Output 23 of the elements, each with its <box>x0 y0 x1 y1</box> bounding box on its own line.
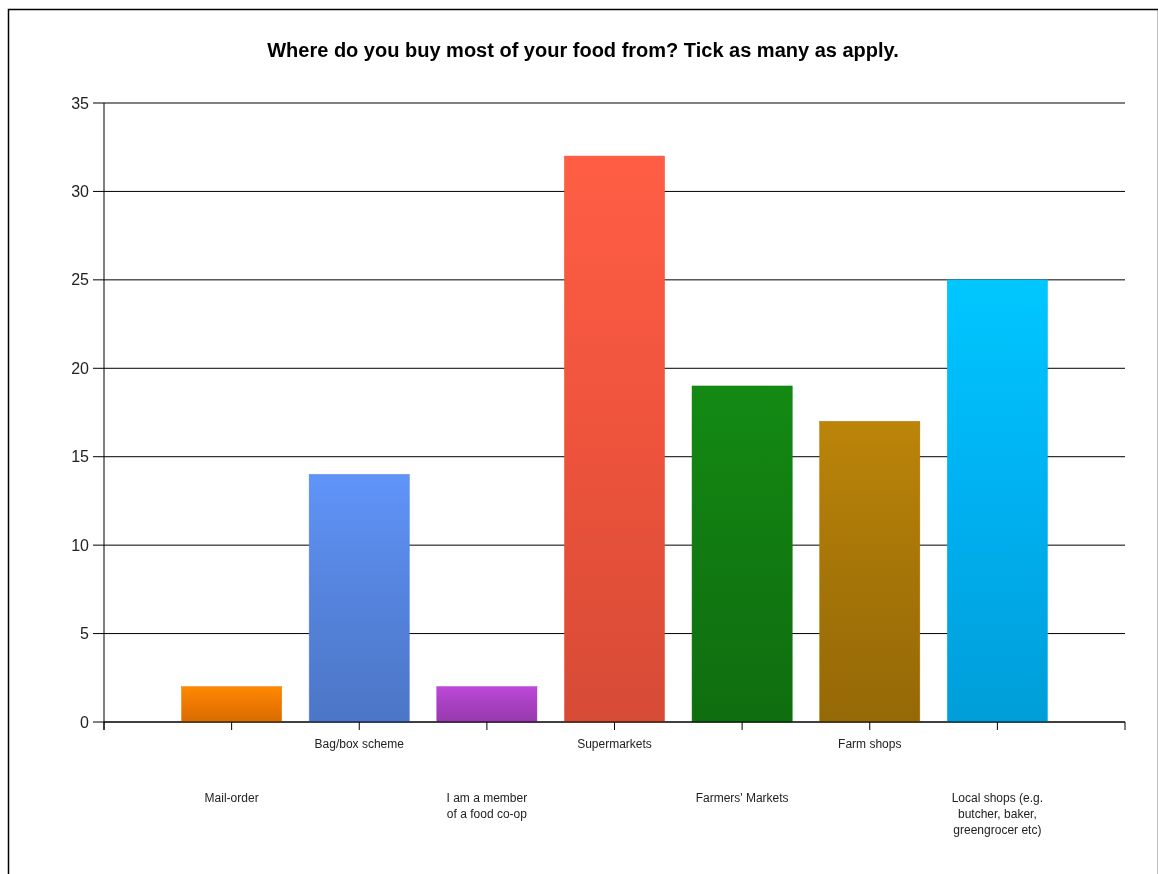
bar <box>564 155 665 723</box>
bar <box>436 686 538 723</box>
bar <box>947 279 1048 723</box>
x-tick-label: Local shops (e.g. butcher, baker, greengrocer etc) <box>951 791 1044 837</box>
bar <box>308 474 410 723</box>
y-tick-label: 20 <box>71 359 90 377</box>
y-tick-label: 30 <box>71 183 90 201</box>
y-tick-label: 15 <box>71 448 90 466</box>
x-tick-label: Mail-order <box>204 791 259 805</box>
bar <box>819 421 921 723</box>
y-tick-label: 25 <box>71 271 90 289</box>
x-tick-label: Farm shops <box>838 737 902 751</box>
bar <box>691 385 793 723</box>
bar <box>181 686 282 723</box>
x-tick-label: I am a member of a food co-op <box>446 791 528 821</box>
y-tick-label: 35 <box>71 94 90 112</box>
y-tick-label: 10 <box>71 536 90 554</box>
x-tick-label: Farmers' Markets <box>695 791 789 805</box>
x-tick-label: Supermarkets <box>577 737 652 751</box>
y-tick-label: 0 <box>80 713 90 731</box>
x-tick-label: Bag/box scheme <box>314 737 405 751</box>
y-tick-label: 5 <box>80 625 90 643</box>
chart-title: Where do you buy most of your food from? Tick as many as apply. <box>267 39 899 61</box>
